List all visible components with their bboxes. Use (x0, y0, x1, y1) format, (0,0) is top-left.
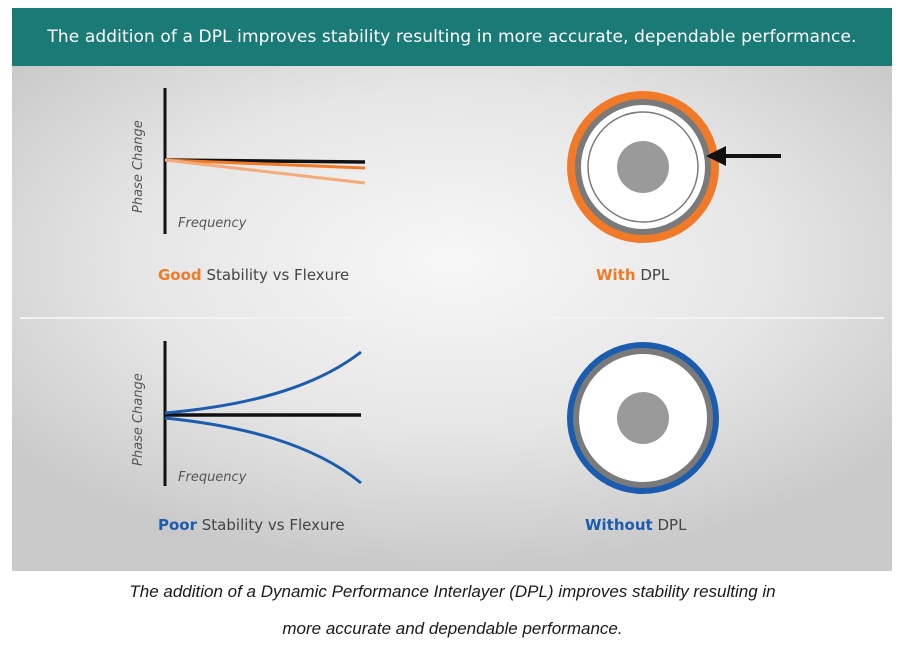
footer-caption-line-1: The addition of a Dynamic Performance In… (0, 582, 905, 602)
bottom-chart-x-label: Frequency (178, 470, 246, 485)
top-chart-caption: Good Stability vs Flexure (158, 266, 349, 284)
top-chart-y-label: Phase Change (131, 120, 146, 213)
cable-with-dpl (567, 91, 719, 243)
cable-core (617, 141, 669, 193)
bottom-chart-caption-highlight: Poor (158, 516, 197, 534)
bottom-chart-caption-rest: Stability vs Flexure (197, 516, 345, 534)
bottom-cable-caption-highlight: Without (585, 516, 653, 534)
diagram-panel: The addition of a DPL improves stability… (12, 8, 892, 571)
top-cable-caption: With DPL (596, 266, 669, 284)
bottom-chart-caption: Poor Stability vs Flexure (158, 516, 345, 534)
top-chart-caption-highlight: Good (158, 266, 202, 284)
footer-caption-line-2: more accurate and dependable performance… (0, 619, 905, 639)
bottom-cable-caption: Without DPL (585, 516, 686, 534)
top-cable-caption-highlight: With (596, 266, 636, 284)
bottom-chart-line-upper (165, 352, 361, 413)
top-chart-caption-rest: Stability vs Flexure (202, 266, 350, 284)
cable-without-dpl (567, 342, 719, 494)
top-chart-x-label: Frequency (178, 216, 246, 231)
diagram-graphics (12, 8, 892, 571)
cable-core (617, 392, 669, 444)
section-divider (20, 317, 884, 319)
bottom-cable-caption-rest: DPL (653, 516, 687, 534)
bottom-chart-y-label: Phase Change (131, 373, 146, 466)
top-cable-caption-rest: DPL (636, 266, 670, 284)
